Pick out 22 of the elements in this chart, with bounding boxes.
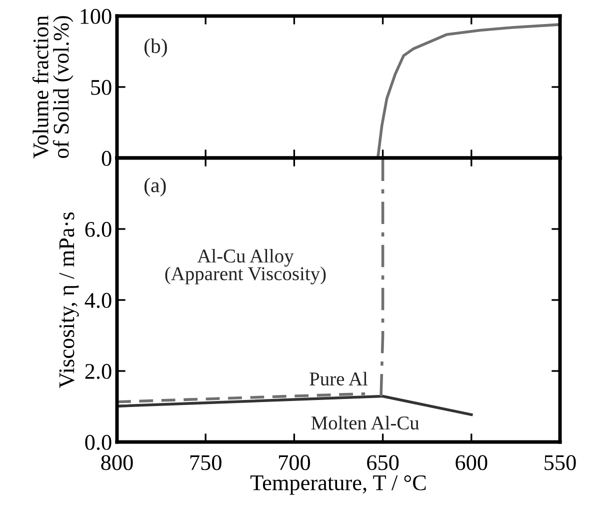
y-tick-label: 50 (91, 80, 112, 95)
y-tick-label: 4.0 (84, 292, 112, 308)
series-label: Pure Al (310, 372, 368, 386)
x-tick-label: 550 (544, 455, 576, 470)
x-tick-label: 750 (190, 455, 222, 470)
y-axis-title: Viscosity, η / mPa·s (59, 212, 79, 388)
x-tick-label: 600 (456, 455, 488, 470)
y-tick-label: 0 (102, 150, 112, 166)
x-tick-label: 800 (101, 455, 133, 470)
y-tick-label: 2.0 (85, 364, 112, 380)
x-axis-title: Temperature, T / °C (250, 475, 426, 495)
annotation: (a) (144, 178, 166, 197)
x-tick-label: 650 (367, 455, 399, 470)
y-tick-label: 0.0 (85, 434, 112, 450)
annotation: Al-Cu Alloy (Apparent Viscosity) (165, 248, 326, 284)
annotation: (b) (144, 38, 167, 58)
x-tick-label: 700 (279, 455, 310, 470)
series-label: Molten Al-Cu (311, 416, 420, 430)
y-tick-label: 100 (80, 8, 112, 24)
line-series (376, 23, 562, 160)
y-axis-title: Volume fraction of Solid (vol.%) (32, 16, 74, 158)
y-tick-label: 6.0 (85, 222, 112, 238)
